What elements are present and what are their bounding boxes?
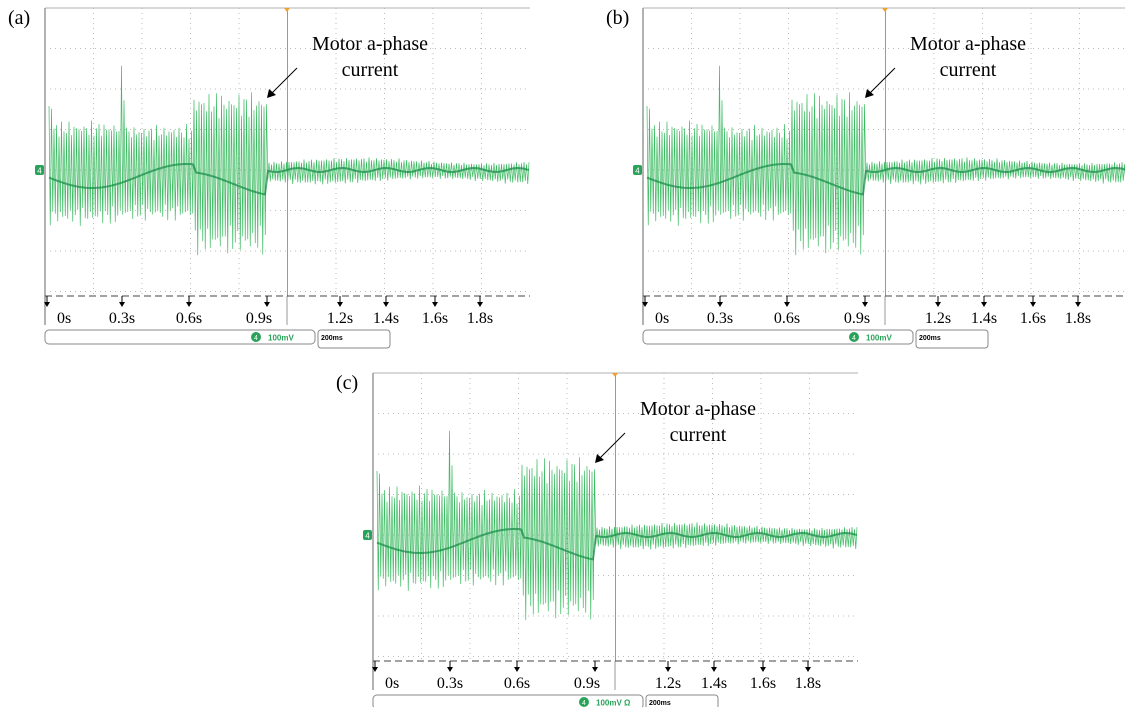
marker-arrow	[477, 302, 483, 307]
time-label: 0.9s	[246, 310, 272, 327]
trigger-marker	[612, 373, 618, 377]
scope-panel: (c) 4 Motor a-phase current 0s 0.3s 0.6s 0.9s 1.…	[336, 372, 858, 707]
time-label: 1.6s	[422, 310, 448, 327]
time-label: 0.3s	[707, 310, 733, 327]
scope-panel: (a) 4 Motor a-phase current 0s 0.3s 0.6s 0.9s 1.…	[8, 7, 530, 348]
time-label: 0.6s	[774, 310, 800, 327]
time-label: 0.3s	[109, 310, 135, 327]
marker-arrow	[186, 302, 192, 307]
time-label: 1.8s	[1065, 310, 1091, 327]
time-label: 0s	[57, 310, 71, 327]
status-timebase: 200ms	[649, 700, 671, 707]
panel-label: (a)	[8, 7, 30, 29]
marker-arrow	[1030, 302, 1036, 307]
status-channel-number: 4	[254, 335, 258, 342]
status-channel-number: 4	[852, 335, 856, 342]
marker-arrow	[862, 302, 868, 307]
marker-arrow	[337, 302, 343, 307]
marker-arrow	[935, 302, 941, 307]
channel-number: 4	[635, 167, 640, 176]
annotation: Motor a-phase	[910, 33, 1026, 55]
panel-label: (b)	[606, 7, 629, 29]
annotation: Motor a-phase	[312, 33, 428, 55]
marker-arrow	[514, 667, 520, 672]
marker-arrow	[805, 667, 811, 672]
marker-arrow	[717, 302, 723, 307]
annotation: current	[342, 59, 399, 81]
arrow-shaft	[271, 68, 297, 94]
marker-arrow	[447, 667, 453, 672]
time-label: 1.6s	[1020, 310, 1046, 327]
marker-arrow	[264, 302, 270, 307]
channel-number: 4	[365, 532, 370, 541]
time-label: 1.4s	[701, 675, 727, 692]
time-label: 1.4s	[971, 310, 997, 327]
status-timebase: 200ms	[919, 335, 941, 342]
status-channel-number: 4	[582, 700, 586, 707]
time-label: 1.8s	[467, 310, 493, 327]
marker-arrow	[432, 302, 438, 307]
time-label: 0s	[385, 675, 399, 692]
annotation: current	[940, 59, 997, 81]
time-label: 0.3s	[437, 675, 463, 692]
waveform	[49, 66, 529, 255]
marker-arrow	[711, 667, 717, 672]
marker-arrow	[119, 302, 125, 307]
status-scale: 100mV Ω	[596, 699, 631, 707]
panel-label: (c)	[336, 372, 358, 394]
figure: (a) 4 Motor a-phase current 0s 0.3s 0.6s 0.9s 1.…	[0, 0, 1125, 707]
marker-arrow	[592, 667, 598, 672]
time-label: 1.2s	[925, 310, 951, 327]
marker-arrow	[760, 667, 766, 672]
time-label: 0.9s	[574, 675, 600, 692]
annotation: Motor a-phase	[640, 398, 756, 420]
status-scale: 100mV	[268, 334, 294, 343]
channel-number: 4	[37, 167, 42, 176]
marker-arrow	[1075, 302, 1081, 307]
waveform	[377, 431, 857, 620]
marker-arrow	[665, 667, 671, 672]
arrow-shaft	[599, 433, 625, 459]
trigger-marker	[284, 8, 290, 12]
marker-arrow	[981, 302, 987, 307]
time-label: 1.8s	[795, 675, 821, 692]
time-label: 1.4s	[373, 310, 399, 327]
annotation: current	[670, 424, 727, 446]
trigger-marker	[882, 8, 888, 12]
time-label: 1.6s	[750, 675, 776, 692]
time-label: 1.2s	[327, 310, 353, 327]
time-label: 0.6s	[504, 675, 530, 692]
time-label: 0s	[655, 310, 669, 327]
marker-arrow	[784, 302, 790, 307]
time-label: 0.9s	[844, 310, 870, 327]
status-scale: 100mV	[866, 334, 892, 343]
time-label: 0.6s	[176, 310, 202, 327]
scope-panel: (b) 4 Motor a-phase current 0s 0.3s 0.6s 0.9s 1.…	[606, 7, 1125, 348]
marker-arrow	[383, 302, 389, 307]
status-timebase: 200ms	[321, 335, 343, 342]
time-label: 1.2s	[655, 675, 681, 692]
arrow-shaft	[869, 68, 895, 94]
